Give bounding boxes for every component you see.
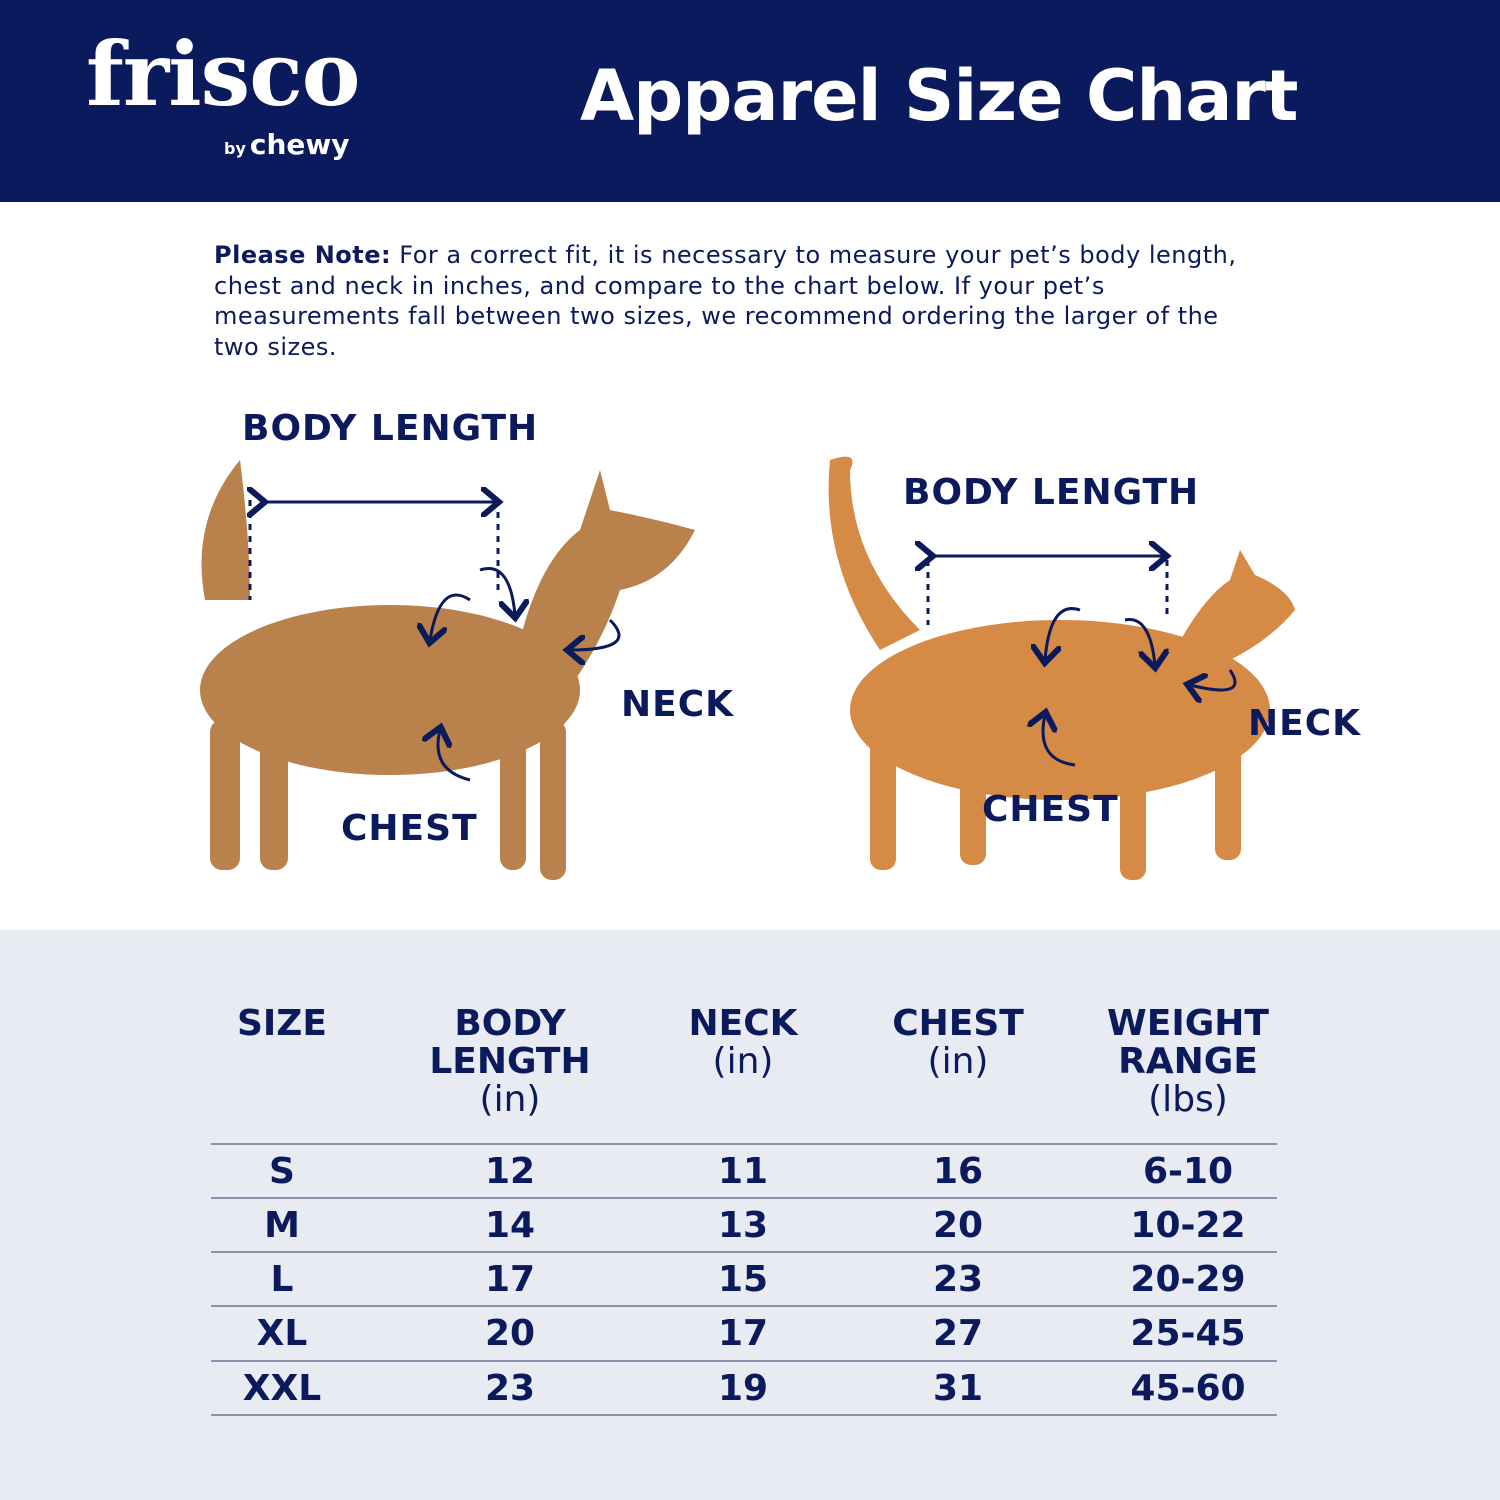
cell-neck: 13 [717, 1205, 769, 1246]
frisco-logo: frisco by chewy [86, 22, 360, 161]
logo-sub: by chewy [224, 128, 350, 161]
cat-neck-arrow [1190, 669, 1237, 690]
dog-neck-arrow [479, 567, 515, 615]
dog-body-length-label: BODY LENGTH [242, 408, 539, 449]
cat-neck-label: NECK [1248, 703, 1362, 744]
table-row: XL 20 17 27 25-45 [0, 1307, 1500, 1361]
fit-note: Please Note: For a correct fit, it is ne… [214, 240, 1254, 362]
cell-body-length: 17 [484, 1259, 536, 1300]
table-row: L 17 15 23 20-29 [0, 1253, 1500, 1307]
measurement-arrows [250, 500, 1237, 782]
header-title: SIZE [236, 1003, 328, 1044]
logo-chewy: chewy [249, 128, 350, 161]
cell-body-length: 20 [484, 1313, 536, 1354]
header-neck: NECK (in) [623, 1005, 863, 1081]
cell-weight-range: 6-10 [1142, 1151, 1234, 1192]
cell-weight-range: 10-22 [1130, 1205, 1246, 1246]
pet-measurement-illustration [200, 456, 1295, 880]
cell-size: XL [256, 1313, 308, 1354]
header-title: BODY LENGTH [429, 1003, 591, 1082]
note-lead: Please Note: [214, 241, 392, 269]
cat-neck-arrow [1124, 618, 1155, 665]
cat-chest-arrow [1045, 607, 1081, 660]
cell-neck: 15 [717, 1259, 769, 1300]
header-body-length: BODY LENGTH (in) [390, 1005, 630, 1119]
cell-size: S [269, 1151, 295, 1192]
cat-chest-label: CHEST [982, 789, 1119, 830]
cell-neck: 11 [717, 1151, 769, 1192]
header-chest: CHEST (in) [838, 1005, 1078, 1081]
cell-chest: 23 [932, 1259, 984, 1300]
header-unit: (in) [479, 1079, 541, 1120]
table-row: S 12 11 16 6-10 [0, 1145, 1500, 1199]
logo-by: by [224, 139, 246, 158]
cell-weight-range: 45-60 [1130, 1368, 1246, 1409]
header-weight-range: WEIGHT RANGE (lbs) [1068, 1005, 1308, 1119]
dog-chest-arrow [430, 593, 471, 640]
size-table-section [0, 930, 1500, 1500]
cell-size: M [264, 1205, 300, 1246]
header-unit: (in) [927, 1041, 989, 1082]
header-unit: (lbs) [1148, 1079, 1228, 1120]
cell-size: XXL [242, 1368, 322, 1409]
row-divider [211, 1251, 1277, 1253]
dog-chest-arrow [438, 730, 471, 782]
cell-size: L [270, 1259, 294, 1300]
table-row: M 14 13 20 10-22 [0, 1199, 1500, 1253]
row-divider [211, 1414, 1277, 1416]
cell-chest: 31 [932, 1368, 984, 1409]
cat-body-length-label: BODY LENGTH [903, 472, 1200, 513]
header-title: NECK [688, 1003, 798, 1044]
cell-chest: 27 [932, 1313, 984, 1354]
cell-neck: 19 [717, 1368, 769, 1409]
cell-weight-range: 20-29 [1130, 1259, 1246, 1300]
cell-weight-range: 25-45 [1130, 1313, 1246, 1354]
cat-chest-arrow [1043, 715, 1076, 767]
header-title: WEIGHT RANGE [1107, 1003, 1269, 1082]
header-unit: (in) [712, 1041, 774, 1082]
row-divider [211, 1197, 1277, 1199]
cell-neck: 17 [717, 1313, 769, 1354]
cell-body-length: 23 [484, 1368, 536, 1409]
cell-chest: 16 [932, 1151, 984, 1192]
header-title: CHEST [892, 1003, 1024, 1044]
cell-chest: 20 [932, 1205, 984, 1246]
cell-body-length: 12 [484, 1151, 536, 1192]
dog-neck-arrow [570, 618, 621, 650]
row-divider [211, 1143, 1277, 1145]
logo-brand: frisco [86, 22, 360, 126]
note-text: For a correct fit, it is necessary to me… [214, 241, 1237, 361]
row-divider [211, 1360, 1277, 1362]
page-title: Apparel Size Chart [580, 55, 1298, 137]
header-banner: frisco by chewy Apparel Size Chart [0, 0, 1500, 202]
row-divider [211, 1305, 1277, 1307]
table-row: XXL 23 19 31 45-60 [0, 1362, 1500, 1416]
header-size: SIZE [162, 1005, 402, 1043]
dog-neck-label: NECK [621, 684, 735, 725]
cell-body-length: 14 [484, 1205, 536, 1246]
dog-chest-label: CHEST [341, 808, 478, 849]
